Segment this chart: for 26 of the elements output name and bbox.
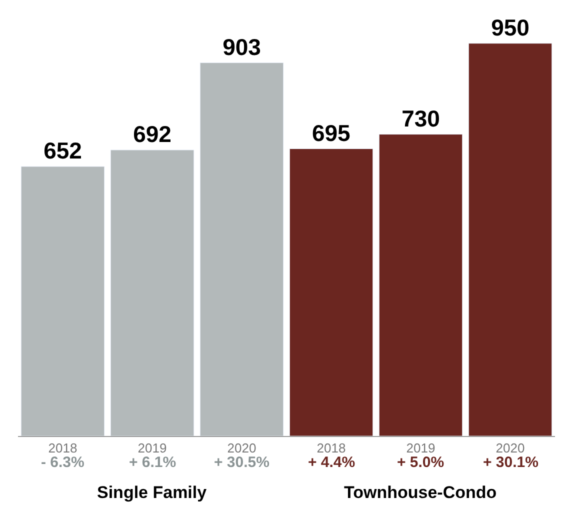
- bar: [468, 43, 552, 436]
- data-label: 695: [312, 120, 351, 146]
- text: + 4.4%: [308, 454, 356, 471]
- data-label: 730: [402, 105, 440, 132]
- text: + 30.1%: [483, 454, 538, 471]
- data-label: 692: [133, 121, 172, 147]
- bar: [20, 166, 105, 436]
- x-tick-label: 2020: [227, 440, 256, 456]
- x-tick-label: 2019: [406, 440, 436, 456]
- text: Single Family: [97, 483, 208, 502]
- x-tick-label: 2020: [496, 440, 525, 456]
- x-tick-label: 2019: [138, 440, 167, 456]
- text: + 6.1%: [129, 454, 176, 471]
- x-tick-label: 2018: [48, 440, 78, 456]
- data-label: 950: [491, 14, 530, 40]
- bar: [289, 148, 374, 436]
- text: + 5.0%: [397, 454, 444, 471]
- data-label: 903: [222, 34, 261, 60]
- bar: [200, 62, 284, 436]
- data-label: 652: [44, 138, 82, 164]
- bar: [110, 150, 194, 436]
- x-tick-label: 2018: [316, 440, 346, 456]
- text: Townhouse-Condo: [344, 483, 497, 502]
- text: - 6.3%: [41, 454, 84, 471]
- text: + 30.5%: [214, 454, 270, 471]
- bar: [378, 134, 463, 436]
